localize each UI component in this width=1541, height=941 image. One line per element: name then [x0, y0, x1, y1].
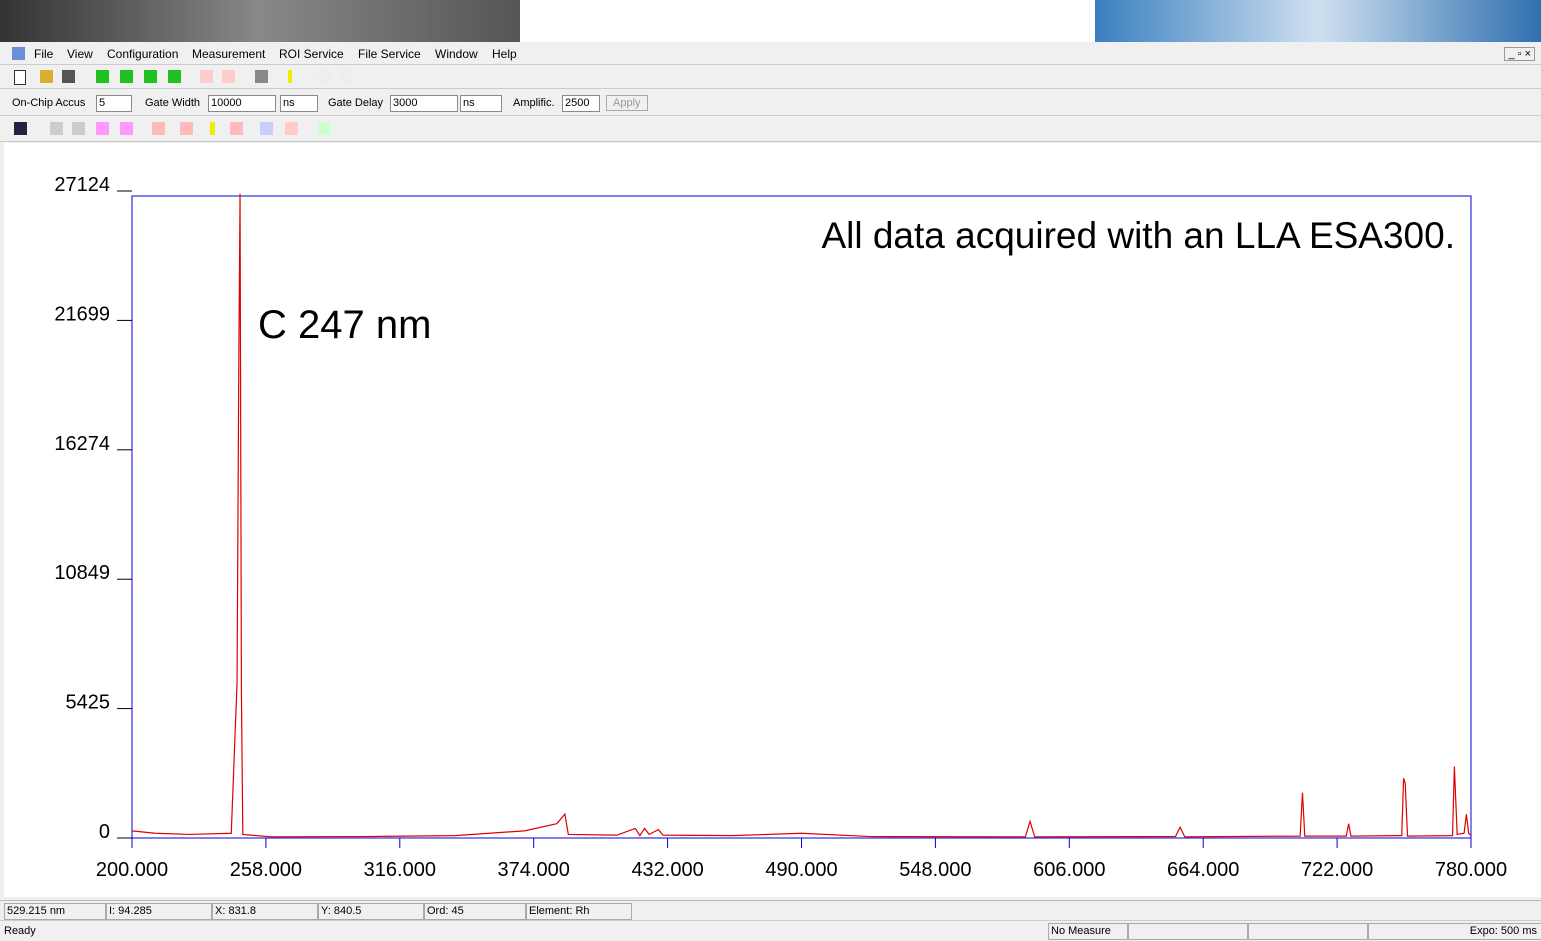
x-tick-label: 258.000 — [230, 859, 302, 881]
x-tick-label: 664.000 — [1167, 859, 1239, 881]
y-tick-label: 10849 — [54, 562, 110, 584]
status-cell: Ord: 45 — [424, 903, 526, 920]
plot-frame — [132, 196, 1471, 838]
annotation: C 247 nm — [258, 303, 431, 347]
status-cell: Y: 840.5 — [318, 903, 424, 920]
y-tick-label: 5425 — [66, 692, 111, 714]
x-tick-label: 722.000 — [1301, 859, 1373, 881]
annotation: All data acquired with an LLA ESA300. — [821, 215, 1455, 256]
x-tick-label: 780.000 — [1435, 859, 1507, 881]
x-tick-label: 374.000 — [498, 859, 570, 881]
y-tick-label: 16274 — [54, 433, 110, 455]
chart: All data acquired with an LLA ESA300. C … — [0, 0, 1541, 941]
y-tick-label: 27124 — [54, 174, 110, 196]
y-tick-label: 0 — [99, 821, 110, 843]
x-tick-label: 490.000 — [765, 859, 837, 881]
y-tick-label: 21699 — [54, 303, 110, 325]
x-tick-label: 316.000 — [364, 859, 436, 881]
status-text: Ready — [4, 925, 36, 937]
x-tick-label: 606.000 — [1033, 859, 1105, 881]
status-cell — [1248, 923, 1368, 940]
status-cell: No Measure — [1048, 923, 1128, 940]
status-cell: X: 831.8 — [212, 903, 318, 920]
status-cell: Element: Rh — [526, 903, 632, 920]
status-bar: Ready No Measure Expo: 500 ms — [0, 921, 1541, 941]
status-cell — [1128, 923, 1248, 940]
page: FileViewConfigurationMeasurementROI Serv… — [0, 0, 1541, 941]
status-cell: 529.215 nm — [4, 903, 106, 920]
status-cell: Expo: 500 ms — [1368, 923, 1541, 940]
x-tick-label: 200.000 — [96, 859, 168, 881]
status-cell: I: 94.285 — [106, 903, 212, 920]
x-tick-label: 548.000 — [899, 859, 971, 881]
x-tick-label: 432.000 — [631, 859, 703, 881]
spectrum-line — [132, 194, 1471, 837]
